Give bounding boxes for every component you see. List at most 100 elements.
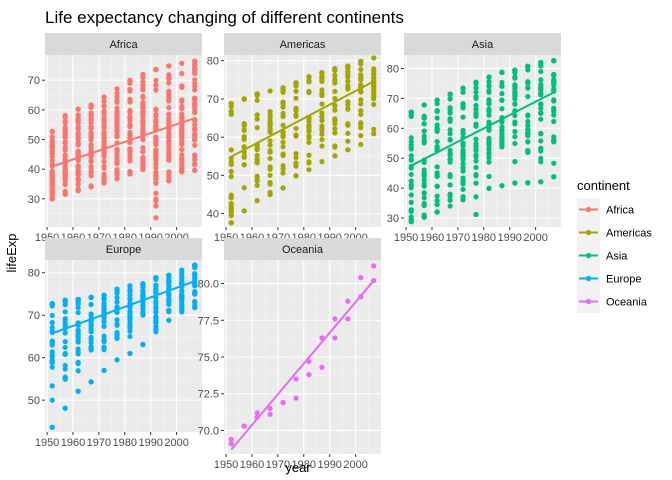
data-point-americas xyxy=(267,155,273,162)
data-point-asia xyxy=(525,63,531,69)
data-point-asia xyxy=(408,109,414,115)
data-point-europe xyxy=(192,262,198,268)
data-point-europe xyxy=(166,292,172,299)
data-point-asia xyxy=(434,101,440,107)
strip-label-africa: Africa xyxy=(109,39,138,51)
data-point-africa xyxy=(62,124,68,130)
data-point-asia xyxy=(486,146,492,152)
data-point-asia xyxy=(473,81,479,87)
data-point-africa xyxy=(140,137,146,143)
strip-label-oceania: Oceania xyxy=(282,244,324,256)
data-point-americas xyxy=(319,78,325,85)
data-point-africa xyxy=(179,128,185,134)
data-point-africa xyxy=(88,130,94,136)
data-point-asia xyxy=(408,145,414,151)
y-tick-label: 70.0 xyxy=(198,425,219,437)
data-point-africa xyxy=(88,104,94,111)
data-point-americas xyxy=(332,72,338,79)
data-point-asia xyxy=(473,113,479,119)
data-point-europe xyxy=(101,347,107,353)
data-point-americas xyxy=(254,198,260,204)
data-point-americas xyxy=(280,166,286,172)
data-point-africa xyxy=(140,128,146,134)
data-point-africa xyxy=(114,99,120,106)
data-point-americas xyxy=(371,55,377,61)
data-layer-asia xyxy=(408,58,557,225)
data-point-africa xyxy=(127,77,133,84)
data-point-asia xyxy=(525,122,531,129)
data-point-americas xyxy=(267,108,273,115)
x-tick-label: 1960 xyxy=(240,459,264,471)
data-point-americas xyxy=(319,126,325,132)
data-point-asia xyxy=(408,171,414,178)
x-tick-label: 1970 xyxy=(266,459,290,471)
data-point-asia xyxy=(551,86,557,92)
data-point-africa xyxy=(114,90,120,96)
data-point-americas xyxy=(358,101,364,107)
y-tick-label: 40 xyxy=(387,183,399,195)
data-point-asia xyxy=(460,168,466,174)
data-point-africa xyxy=(75,181,81,187)
data-point-africa xyxy=(127,156,133,163)
data-point-asia xyxy=(512,101,518,107)
x-tick-label: 2000 xyxy=(343,459,367,471)
data-point-africa xyxy=(140,161,146,167)
data-point-europe xyxy=(62,297,68,303)
data-point-africa xyxy=(101,140,107,146)
data-point-africa xyxy=(101,180,107,186)
data-point-americas xyxy=(345,138,351,144)
data-point-asia xyxy=(512,74,518,80)
data-point-asia xyxy=(447,105,453,111)
y-tick-label: 50 xyxy=(28,135,40,147)
data-point-africa xyxy=(62,145,68,151)
data-point-europe xyxy=(179,270,185,277)
data-point-asia xyxy=(434,164,440,170)
data-point-africa xyxy=(192,122,198,128)
data-point-africa xyxy=(166,130,172,136)
strip-americas xyxy=(224,33,381,55)
data-point-africa xyxy=(114,148,120,154)
data-point-europe xyxy=(153,282,159,288)
data-point-europe xyxy=(49,364,55,370)
data-point-americas xyxy=(332,66,338,72)
data-point-africa xyxy=(101,111,107,118)
data-point-americas xyxy=(228,147,234,153)
data-point-americas xyxy=(358,74,364,80)
data-point-asia xyxy=(473,136,479,142)
data-point-americas xyxy=(267,166,273,172)
data-point-asia xyxy=(447,171,453,178)
facet-panel-oceania: Oceania 1950 1960 1970 1980 1990 2000 70.0 72.5 7… xyxy=(198,238,381,471)
data-point-asia xyxy=(486,83,492,89)
data-point-asia xyxy=(473,180,479,186)
data-point-americas xyxy=(371,101,377,108)
data-point-europe xyxy=(75,331,81,337)
data-point-asia xyxy=(499,143,505,149)
data-point-asia xyxy=(499,97,505,103)
data-point-africa xyxy=(75,167,81,174)
data-point-africa xyxy=(101,158,107,164)
data-point-europe xyxy=(153,319,159,325)
data-point-europe xyxy=(49,324,55,331)
data-point-oceania xyxy=(228,436,234,442)
data-point-asia xyxy=(421,140,427,146)
data-point-asia xyxy=(408,157,414,163)
data-point-asia xyxy=(408,135,414,141)
data-point-africa xyxy=(140,99,146,106)
data-point-americas xyxy=(293,105,299,111)
data-point-europe xyxy=(127,288,133,295)
data-point-africa xyxy=(75,176,81,182)
data-point-europe xyxy=(192,304,198,311)
data-point-americas xyxy=(267,127,273,133)
data-point-americas xyxy=(306,122,312,128)
data-point-africa xyxy=(153,150,159,156)
data-point-europe xyxy=(62,366,68,372)
data-point-americas xyxy=(254,182,260,188)
data-layer-oceania xyxy=(228,263,377,451)
data-point-asia xyxy=(408,207,414,213)
data-point-americas xyxy=(358,108,364,114)
data-point-europe xyxy=(179,306,185,312)
data-point-asia xyxy=(434,173,440,180)
data-point-europe xyxy=(62,339,68,345)
data-point-oceania xyxy=(332,316,338,322)
